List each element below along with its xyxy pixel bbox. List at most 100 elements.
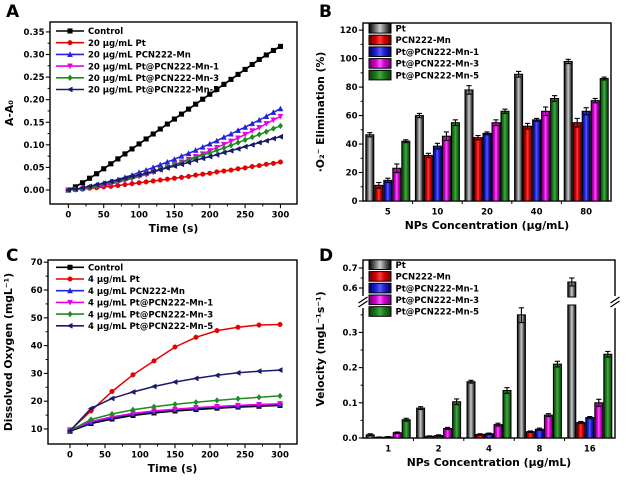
legend-entry: Control (56, 264, 123, 274)
chart-text: 0 (352, 197, 358, 207)
data-point-marker (256, 131, 262, 138)
data-point-marker (221, 81, 227, 87)
chart-text: 0.30 (24, 51, 45, 61)
data-point-marker (220, 149, 227, 156)
bar (401, 140, 411, 202)
data-point-marker (72, 186, 78, 193)
legend-entry: 20 μg/mL PCN222-Mn (56, 51, 191, 61)
axes: 1 2 4 8 16 0.0 0.1 0.2 0.3 0.6 0.7 NPs Concentratio… (314, 259, 616, 469)
data-point-marker (277, 113, 284, 120)
bar (500, 110, 510, 202)
chart-text: 0.25 (24, 73, 45, 83)
bar (491, 122, 501, 202)
data-point-marker (270, 135, 276, 142)
data-point-marker (207, 91, 213, 97)
data-point-marker (66, 86, 73, 93)
bar (590, 100, 600, 202)
data-point-marker (221, 168, 227, 174)
data-point-marker (101, 166, 107, 172)
legend-swatch (368, 306, 392, 317)
bar (603, 353, 613, 439)
chart-text: 40 (531, 208, 543, 218)
data-point-marker (213, 372, 220, 379)
data-point-marker (79, 180, 86, 186)
plot-frame (47, 259, 298, 445)
data-point-marker (200, 96, 206, 102)
legend-label: PCN222-Mn (396, 273, 451, 283)
chart-text: 30 (31, 369, 43, 379)
data-point-marker (235, 127, 241, 133)
bar-series-3 (392, 97, 600, 202)
bar (581, 110, 591, 202)
data-point-marker (67, 310, 73, 318)
legend-entry: Pt@PCN222-Mn-3 (368, 294, 480, 306)
data-point-marker (67, 276, 73, 282)
data-point-marker (277, 159, 284, 165)
data-point-marker (67, 74, 73, 82)
data-point-marker (214, 86, 220, 92)
data-point-marker (164, 164, 170, 171)
series-line (69, 323, 281, 431)
data-point-marker (234, 369, 241, 376)
bar-series-1 (374, 420, 586, 439)
legend-entry: 4 μg/mL PCN222-Mn (56, 287, 185, 297)
chart-text: 50 (98, 211, 110, 221)
bar (514, 73, 524, 202)
data-point-marker (192, 157, 199, 164)
data-point-marker (87, 175, 93, 181)
data-point-marker (193, 334, 199, 340)
data-point-marker (129, 389, 136, 395)
data-point-marker (256, 139, 262, 146)
bar (365, 134, 375, 202)
legend-label: Pt@PCN222-Mn-3 (396, 296, 480, 306)
data-point-marker (157, 126, 163, 132)
x-axis-label: NPs Concentration (μg/mL) (405, 219, 570, 232)
data-point-marker (221, 144, 227, 152)
data-point-marker (256, 322, 262, 328)
data-point-marker (100, 180, 107, 187)
data-point-marker (109, 388, 115, 395)
data-point-marker (256, 125, 263, 131)
data-point-marker (164, 121, 170, 127)
legend-entry: 20 μg/mL Pt (56, 39, 146, 49)
bar (543, 414, 553, 439)
data-point-marker (150, 178, 156, 184)
legend-label: Pt@PCN222-Mn-5 (396, 308, 480, 318)
data-point-marker (213, 137, 220, 144)
chart-text: 8 (536, 445, 542, 455)
data-point-marker (206, 153, 213, 160)
data-point-marker (256, 401, 262, 408)
data-point-marker (107, 178, 114, 185)
data-point-marker (172, 400, 178, 408)
legend-swatch (368, 282, 392, 294)
legend-label: Pt@PCN222-Mn-1 (396, 284, 480, 294)
legend-label: 20 μg/mL PCN222-Mn (88, 51, 191, 61)
data-point-marker (151, 403, 157, 411)
panel-c-chart: 0 50 100 150 200 250 300 10 20 30 40 50 60 70 Time (s)… (0, 244, 313, 488)
legend-entry: PCN222-Mn (368, 271, 451, 283)
data-point-marker (227, 147, 234, 154)
bar-series-2 (383, 415, 595, 439)
chart-text: 10 (31, 425, 43, 435)
data-point-marker (206, 140, 213, 147)
bar (414, 115, 424, 202)
legend-entry: Pt@PCN222-Mn-5 (368, 306, 480, 318)
data-point-marker (235, 402, 241, 409)
data-point-marker (235, 166, 241, 172)
data-point-marker (178, 174, 185, 180)
data-point-marker (143, 136, 149, 142)
data-point-marker (135, 172, 142, 179)
bar (450, 122, 460, 202)
data-point-marker (276, 367, 283, 374)
data-point-marker (186, 106, 192, 112)
panel-c-svg: 0 50 100 150 200 250 300 10 20 30 40 50 60 70 Time (s)… (2, 258, 298, 475)
chart-text: 0.7 (342, 264, 357, 274)
data-point-marker (150, 168, 156, 175)
bar (563, 60, 573, 202)
y-axis-label: Velocity (mgL⁻¹s⁻¹) (314, 291, 327, 406)
data-point-marker (270, 109, 277, 115)
data-point-marker (88, 416, 94, 423)
bar (383, 179, 393, 202)
bar (523, 125, 533, 202)
